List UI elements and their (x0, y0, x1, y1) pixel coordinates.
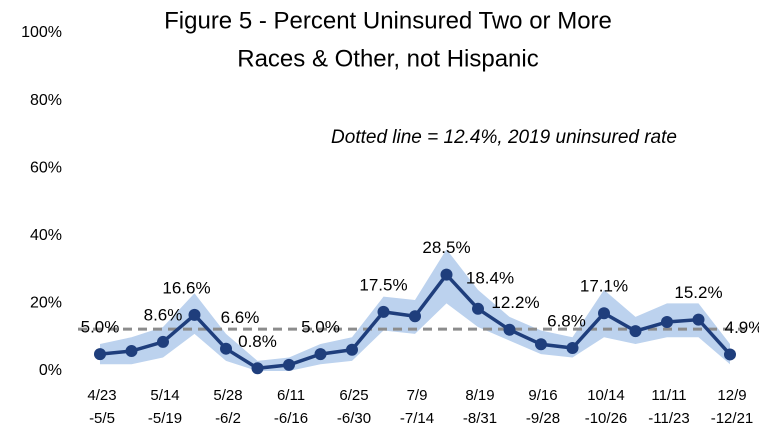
data-point (377, 305, 390, 318)
data-label: 8.6% (144, 305, 183, 324)
x-tick-label: 11/11 (651, 387, 686, 404)
data-point (283, 358, 295, 371)
data-label: 5.0% (301, 318, 340, 337)
data-label: 12.2% (491, 293, 539, 312)
data-label: 18.4% (466, 268, 514, 287)
data-point (598, 307, 610, 320)
x-tick-label: 6/11 (277, 387, 305, 404)
x-tick-label: 5/28 (213, 387, 242, 404)
y-tick-label: 40% (30, 227, 62, 244)
x-tick-label: -7/14 (400, 410, 434, 427)
data-label: 5.0% (81, 318, 120, 337)
data-point (157, 335, 169, 348)
data-point (314, 348, 327, 361)
data-point (220, 342, 232, 355)
y-tick-label: 60% (30, 159, 62, 176)
x-tick-label: 7/9 (407, 387, 428, 404)
x-tick-label: -12/21 (711, 410, 754, 427)
data-label: 6.6% (221, 308, 260, 327)
data-point (503, 323, 516, 336)
data-point (251, 362, 264, 375)
x-tick-label: -5/5 (89, 410, 115, 427)
y-tick-label: 0% (39, 362, 62, 379)
x-tick-label: 12/9 (717, 387, 746, 404)
data-label: 28.5% (422, 238, 470, 257)
x-tick-label: -10/26 (585, 410, 628, 427)
data-point (346, 343, 358, 356)
x-tick-label: 10/14 (587, 387, 625, 404)
y-tick-label: 100% (21, 24, 62, 41)
x-tick-label: -6/2 (215, 410, 241, 427)
x-tick-label: -5/19 (148, 410, 182, 427)
data-point (440, 268, 453, 281)
data-point (472, 302, 484, 315)
confidence-band (100, 249, 730, 371)
data-point (188, 308, 201, 321)
data-point (661, 315, 673, 328)
y-tick-label: 20% (30, 295, 62, 312)
data-point (629, 325, 642, 338)
annotation: Dotted line = 12.4%, 2019 uninsured rate (331, 127, 677, 148)
data-label: 6.8% (547, 312, 586, 331)
data-label: 0.8% (238, 332, 277, 351)
data-point (409, 310, 421, 323)
data-point (566, 342, 579, 355)
data-label: 17.5% (359, 275, 407, 294)
data-point (94, 348, 106, 361)
y-tick-label: 80% (30, 92, 62, 109)
data-label: 17.1% (580, 277, 628, 296)
data-point (724, 348, 736, 361)
x-tick-label: 9/16 (528, 387, 557, 404)
x-tick-label: 6/25 (339, 387, 368, 404)
data-point (125, 345, 138, 358)
x-tick-label: -11/23 (648, 410, 689, 427)
data-label: 16.6% (162, 278, 210, 297)
x-tick-label: 8/19 (465, 387, 494, 404)
chart-title: Figure 5 - Percent Uninsured Two or More (164, 7, 612, 34)
data-point (535, 338, 547, 351)
chart-title: Races & Other, not Hispanic (237, 45, 538, 72)
x-tick-label: -9/28 (526, 410, 560, 427)
x-tick-label: -6/16 (274, 410, 308, 427)
data-label: 4.9% (725, 318, 759, 337)
x-tick-label: 4/23 (87, 387, 116, 404)
x-tick-label: -6/30 (337, 410, 371, 427)
data-point (692, 313, 705, 326)
data-label: 15.2% (674, 283, 722, 302)
x-tick-label: 5/14 (150, 387, 179, 404)
x-tick-label: -8/31 (463, 410, 497, 427)
